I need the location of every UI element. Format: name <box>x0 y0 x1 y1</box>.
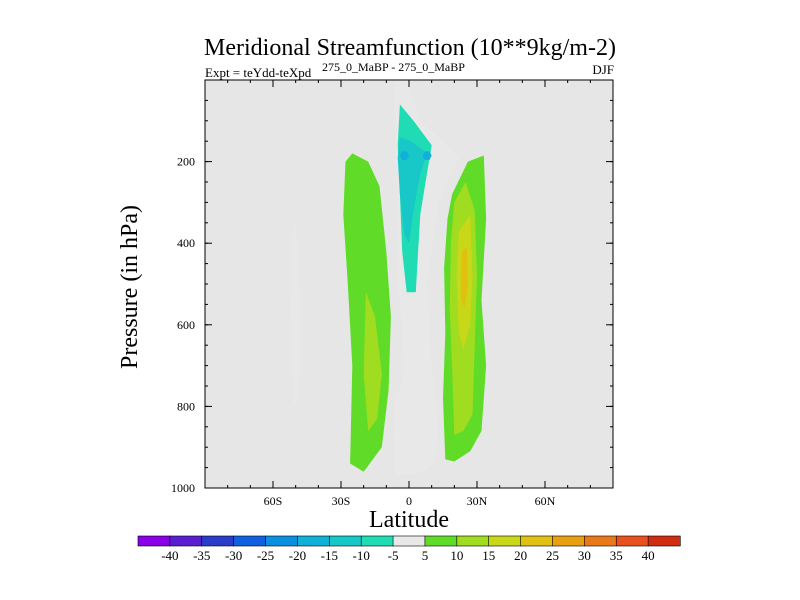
colorbar-label: -5 <box>388 548 399 563</box>
colorbar: -40 -35 -30 -25 -20 -15 -10 -5 5 10 15 20 25 30 35 40 <box>137 535 681 563</box>
x-tick-label: 30N <box>467 494 488 508</box>
colorbar-label: 5 <box>422 548 429 563</box>
colorbar-swatch <box>328 535 362 547</box>
colorbar-swatch <box>233 535 267 547</box>
colorbar-label: 20 <box>514 548 527 563</box>
colorbar-label: 30 <box>578 548 591 563</box>
axes: 60S 30S 0 30N 60N 200 400 600 800 1000 <box>171 80 613 508</box>
colorbar-swatch <box>456 535 490 547</box>
x-tick-label: 0 <box>406 494 412 508</box>
contour-region-neg-5-sh-column <box>291 218 301 407</box>
colorbar-label: -15 <box>321 548 338 563</box>
x-tick-label: 60N <box>535 494 556 508</box>
colorbar-swatch <box>201 535 235 547</box>
y-axis-label: Pressure (in hPa) <box>117 205 143 369</box>
colorbar-swatch <box>360 535 394 547</box>
colorbar-label: 35 <box>610 548 623 563</box>
contour-region-pos-10-sh-core <box>363 292 382 431</box>
y-tick-label: 200 <box>177 155 195 169</box>
colorbar-swatch <box>584 535 617 547</box>
contour-region-pos-20-nh-peak <box>461 247 468 309</box>
y-tick-label: 800 <box>177 399 195 413</box>
colorbar-label: -30 <box>225 548 242 563</box>
x-axis-label: Latitude <box>369 507 449 533</box>
colorbar-swatch <box>297 535 330 547</box>
colorbar-swatch <box>488 535 522 547</box>
x-tick-label: 30S <box>332 494 351 508</box>
y-tick-label: 600 <box>177 318 195 332</box>
contour-region-neg-5-surface-tail <box>395 426 405 456</box>
contour-region-neg-15-upper-core <box>397 137 428 244</box>
colorbar-swatch <box>169 535 203 547</box>
colorbar-swatch <box>615 535 649 547</box>
colorbar-label: 25 <box>546 548 559 563</box>
colorbar-label: 40 <box>642 548 655 563</box>
y-tick-label: 400 <box>177 236 195 250</box>
contour-fills <box>291 80 487 476</box>
colorbar-swatch <box>520 535 554 547</box>
colorbar-label: 15 <box>482 548 495 563</box>
colorbar-swatch <box>552 535 585 547</box>
colorbar-label: -20 <box>289 548 306 563</box>
colorbar-label: 10 <box>450 548 463 563</box>
colorbar-swatch <box>392 535 426 547</box>
experiment-superscript: 275_0_MaBP - 275_0_MaBP <box>322 60 465 74</box>
colorbar-label: -10 <box>353 548 370 563</box>
contour-region-neg-20-left-eye <box>399 151 409 160</box>
x-tick-label: 60S <box>264 494 283 508</box>
colorbar-label: -35 <box>193 548 210 563</box>
colorbar-swatch <box>137 535 171 547</box>
y-tick-label: 1000 <box>171 481 195 495</box>
colorbar-label: -25 <box>257 548 274 563</box>
colorbar-label: -40 <box>161 548 178 563</box>
colorbar-swatch <box>647 535 681 547</box>
experiment-label: Expt = teYdd-teXpd <box>205 65 312 80</box>
chart-title: Meridional Streamfunction (10**9kg/m-2) <box>204 35 616 61</box>
contour-region-neg-20-right-eye <box>422 151 432 160</box>
season-label: DJF <box>592 62 614 77</box>
colorbar-swatch <box>265 535 299 547</box>
colorbar-swatch <box>424 535 458 547</box>
